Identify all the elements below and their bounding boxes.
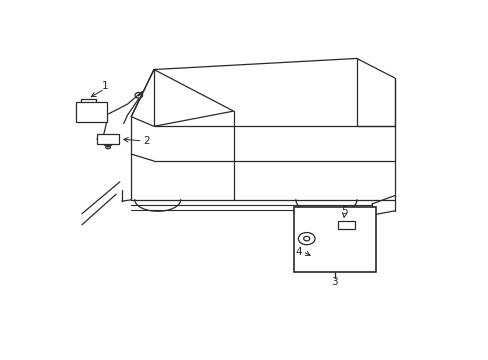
- Bar: [75, 102, 106, 122]
- Text: 2: 2: [143, 136, 149, 146]
- Text: 1: 1: [101, 81, 108, 91]
- Bar: [294, 207, 375, 272]
- Text: 5: 5: [341, 207, 347, 216]
- Text: 3: 3: [331, 278, 338, 287]
- Text: 4: 4: [295, 247, 302, 257]
- Bar: [97, 134, 119, 144]
- Bar: [337, 221, 354, 229]
